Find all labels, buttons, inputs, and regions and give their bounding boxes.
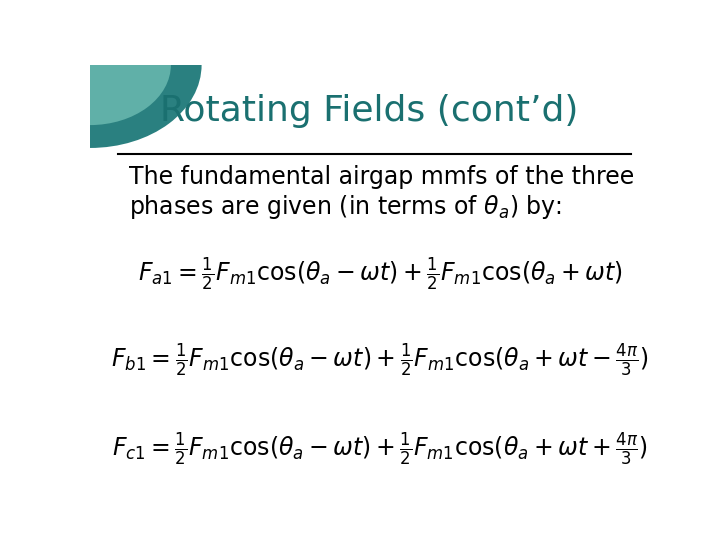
Text: $F_{a1} = \frac{1}{2}F_{m1}\cos(\theta_a - \omega t) + \frac{1}{2}F_{m1}\cos(\th: $F_{a1} = \frac{1}{2}F_{m1}\cos(\theta_a… bbox=[138, 256, 623, 293]
Text: $F_{c1} = \frac{1}{2}F_{m1}\cos(\theta_a - \omega t) + \frac{1}{2}F_{m1}\cos(\th: $F_{c1} = \frac{1}{2}F_{m1}\cos(\theta_a… bbox=[112, 431, 648, 468]
Wedge shape bbox=[90, 0, 202, 148]
Text: The fundamental airgap mmfs of the three
phases are given (in terms of $\theta_a: The fundamental airgap mmfs of the three… bbox=[129, 165, 634, 221]
Text: $F_{b1} = \frac{1}{2}F_{m1}\cos(\theta_a - \omega t) + \frac{1}{2}F_{m1}\cos(\th: $F_{b1} = \frac{1}{2}F_{m1}\cos(\theta_a… bbox=[112, 341, 649, 379]
Text: Rotating Fields (cont’d): Rotating Fields (cont’d) bbox=[160, 94, 578, 128]
Wedge shape bbox=[90, 4, 171, 125]
